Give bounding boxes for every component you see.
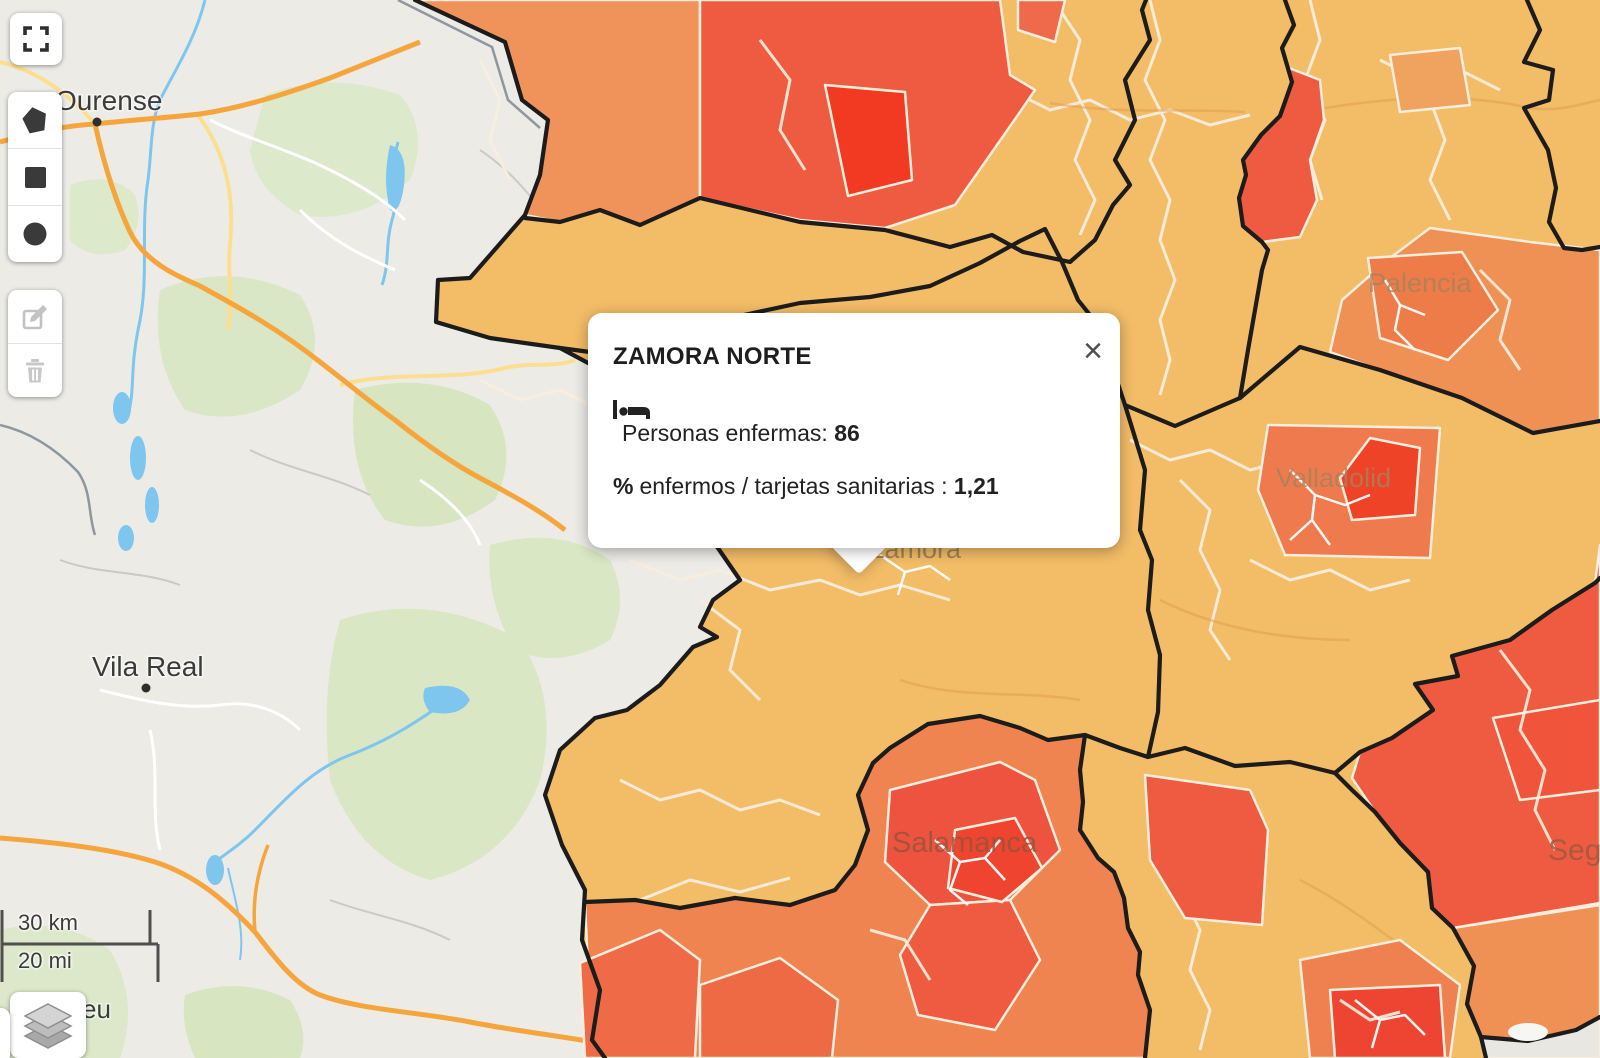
municipal-borders-2 — [478, 39, 1557, 1022]
popup-title: ZAMORA NORTE — [613, 343, 812, 370]
popup-beds-row: Personas enfermas: 86 — [613, 399, 860, 450]
region-medium-top-right[interactable] — [1388, 46, 1472, 114]
base-borders — [0, 0, 541, 536]
edit-toolbar — [8, 290, 62, 397]
region-red-south-mid[interactable] — [1143, 773, 1270, 927]
popup-pct-label: enfermos / tarjetas sanitarias : — [639, 473, 948, 499]
popup-pct-symbol: % — [613, 473, 634, 499]
scale-mi-label: 20 mi — [18, 948, 72, 973]
popup-pct-row: % enfermos / tarjetas sanitarias : 1,21 — [613, 473, 999, 500]
layers-icon — [22, 1000, 74, 1052]
label-segovia-fragment: Seg — [1548, 834, 1600, 867]
edit-icon — [20, 302, 50, 332]
edge-control-sliver[interactable] — [0, 1008, 10, 1058]
draw-polygon-button[interactable] — [8, 92, 62, 149]
region-red-sw2[interactable] — [698, 956, 840, 1058]
region-red-sw1[interactable] — [578, 928, 702, 1058]
delete-layers-button[interactable] — [8, 344, 62, 397]
scale-km-label: 30 km — [18, 910, 78, 935]
fullscreen-icon — [20, 23, 52, 55]
region-bright-red-north[interactable] — [823, 83, 914, 198]
scale-control: 30 km 20 mi — [0, 896, 190, 992]
region-palencia-city[interactable] — [1366, 250, 1500, 362]
label-ourense: Ourense — [55, 85, 162, 116]
draw-circle-button[interactable] — [8, 206, 62, 262]
lakes — [113, 145, 470, 885]
region-red-top-cell[interactable] — [1016, 0, 1067, 44]
minor-roads — [99, 118, 482, 851]
edit-layers-button[interactable] — [8, 290, 62, 344]
province-borders — [412, 0, 1600, 1058]
layers-control[interactable] — [10, 992, 86, 1058]
label-vila-real: Vila Real — [92, 651, 204, 682]
label-salamanca: Salamanca — [892, 827, 1038, 859]
orange-roads — [0, 39, 606, 1047]
rectangle-icon — [19, 161, 51, 193]
circle-icon — [19, 218, 51, 250]
popup-body: ZAMORA NORTE × Personas enfermas: 86 % en… — [588, 313, 1120, 548]
city-roads — [879, 279, 1426, 1049]
label-valladolid: Valladolid — [1276, 463, 1391, 493]
popup-beds-label: Personas enfermas: — [622, 420, 828, 446]
polygon-icon — [19, 104, 51, 136]
scale-lines — [0, 910, 160, 982]
close-icon[interactable]: × — [1083, 332, 1103, 370]
region-avila-city[interactable] — [1328, 983, 1447, 1058]
label-palencia: Palencia — [1368, 268, 1473, 298]
region-popup: ZAMORA NORTE × Personas enfermas: 86 % en… — [588, 313, 1120, 575]
fullscreen-button[interactable] — [10, 13, 62, 65]
popup-beds-value: 86 — [834, 420, 860, 446]
region-polygons[interactable] — [413, 0, 1600, 1058]
draw-rectangle-button[interactable] — [8, 149, 62, 206]
region-salamanca-city[interactable] — [946, 816, 1044, 904]
popup-pct-value: 1,21 — [953, 473, 999, 499]
trash-icon — [20, 356, 50, 386]
base-city-markers — [92, 117, 151, 693]
bed-icon — [613, 399, 860, 420]
label-viseu-fragment: eu — [82, 994, 111, 1024]
draw-toolbar — [8, 92, 62, 262]
region-salamanca-red-s[interactable] — [898, 898, 1042, 1032]
green-areas — [0, 82, 620, 1058]
